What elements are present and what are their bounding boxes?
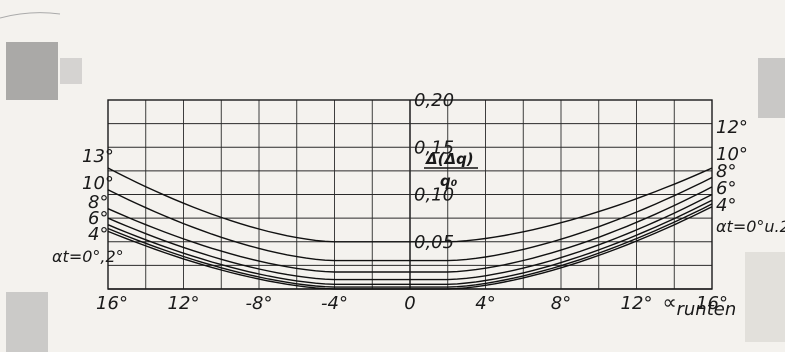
series-line-2deg bbox=[107, 203, 713, 288]
left-label-6: 6° bbox=[88, 208, 108, 229]
x-tick-label: 16° bbox=[696, 293, 728, 314]
x-axis-label-prefix: ∝ bbox=[663, 290, 677, 314]
x-tick-label: 8° bbox=[551, 293, 571, 314]
x-tick-label: -8° bbox=[246, 293, 273, 314]
y-tick-label: 0,05 bbox=[414, 232, 454, 253]
y-axis-label-denominator: q₀ bbox=[440, 172, 458, 190]
left-label-4: 4° bbox=[88, 224, 108, 245]
left-label-13: 13° bbox=[82, 146, 114, 167]
left-label-10: 10° bbox=[82, 173, 114, 194]
series-line-6deg bbox=[107, 193, 713, 281]
series-line-10deg bbox=[107, 176, 713, 262]
right-label-10: 10° bbox=[716, 144, 748, 165]
x-tick-label: 12° bbox=[168, 293, 200, 314]
x-tick-label: 0 bbox=[404, 293, 415, 314]
right-label-12: 12° bbox=[716, 117, 748, 138]
series-line-0deg bbox=[107, 206, 713, 290]
x-axis-label-sub: runten bbox=[677, 299, 737, 320]
x-tick-label: 12° bbox=[621, 293, 653, 314]
left-label-base: αt=0°,2° bbox=[52, 247, 124, 266]
y-tick-label: 0,15 bbox=[414, 137, 454, 158]
y-tick-label: 0,20 bbox=[414, 90, 454, 111]
left-label-8: 8° bbox=[88, 192, 108, 213]
right-label-base: αt=0°u.2° bbox=[716, 217, 785, 236]
scan-artifacts bbox=[0, 12, 785, 352]
series-line-8deg bbox=[107, 186, 713, 273]
y-axis-label-numerator: Δ(Δq) bbox=[425, 150, 474, 168]
x-tick-label: -4° bbox=[321, 293, 348, 314]
x-tick-label: 4° bbox=[475, 293, 495, 314]
x-tick-label: 16° bbox=[96, 293, 128, 314]
right-label-6: 6° bbox=[716, 178, 736, 199]
series-lines bbox=[107, 167, 713, 290]
right-label-8: 8° bbox=[716, 161, 736, 182]
y-tick-label: 0,10 bbox=[414, 185, 454, 206]
right-label-4: 4° bbox=[716, 195, 736, 216]
series-line-4deg bbox=[107, 199, 713, 285]
tick-labels: 16° 12° -8° -4° 0 4° 8° 12° 16° ∝ runten 0,05 0,10 0,… bbox=[52, 90, 785, 320]
series-line-13deg bbox=[107, 167, 713, 243]
